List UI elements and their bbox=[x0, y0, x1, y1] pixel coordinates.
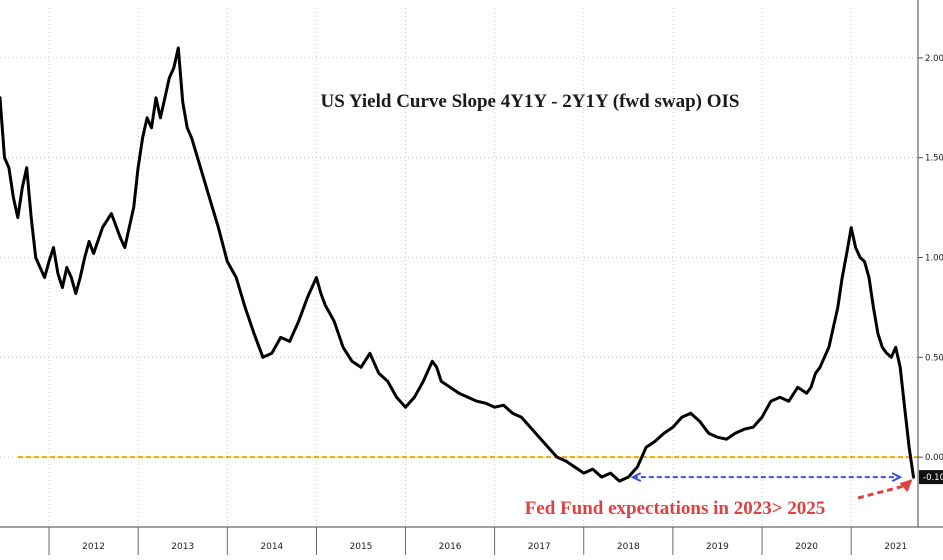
chart-title: US Yield Curve Slope 4Y1Y - 2Y1Y (fwd sw… bbox=[321, 91, 740, 112]
x-tick-label: 2021 bbox=[884, 542, 907, 552]
y-tick-label: 1.00 bbox=[925, 254, 943, 264]
x-tick-label: 2013 bbox=[171, 542, 194, 552]
y-tick-label: 2.00 bbox=[925, 54, 943, 64]
last-value-label: -0.10 bbox=[923, 473, 943, 483]
annotation-arrow-head bbox=[899, 479, 913, 493]
last-value-badge: -0.10 bbox=[919, 470, 943, 485]
reference-lines bbox=[18, 456, 918, 482]
annotation-group: Fed Fund expectations in 2023> 2025 bbox=[525, 479, 913, 519]
low-line-arrow-right bbox=[891, 472, 903, 482]
x-tick-label: 2014 bbox=[260, 542, 283, 552]
series-layer bbox=[0, 46, 915, 483]
low-line-arrow-left bbox=[630, 472, 642, 482]
x-tick-label: 2016 bbox=[439, 542, 462, 552]
y-tick-label: 1.50 bbox=[925, 154, 943, 164]
annotation-arrow-line bbox=[857, 483, 908, 500]
y-tick-label: 0.50 bbox=[925, 353, 943, 363]
last-value-bg bbox=[919, 470, 943, 485]
x-tick-label: 2018 bbox=[617, 542, 640, 552]
y-tick-label: 0.00 bbox=[925, 453, 943, 463]
x-tick-label: 2012 bbox=[82, 542, 105, 552]
x-tick-label: 2020 bbox=[795, 542, 818, 552]
annotation-text: Fed Fund expectations in 2023> 2025 bbox=[525, 498, 826, 519]
x-tick-label: 2017 bbox=[528, 542, 551, 552]
x-tick-label: 2015 bbox=[350, 542, 373, 552]
series-line bbox=[0, 46, 915, 483]
x-tick-label: 2019 bbox=[706, 542, 729, 552]
